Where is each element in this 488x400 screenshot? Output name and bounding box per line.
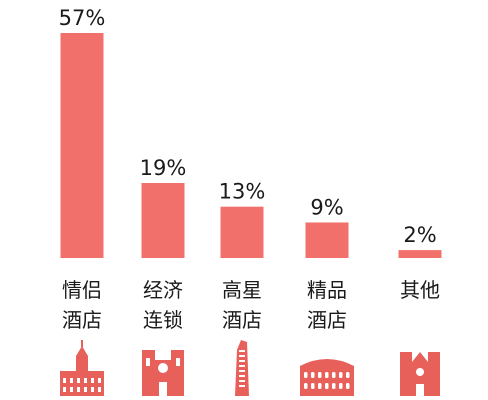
category-label-1-line-1: 情侣 xyxy=(62,278,102,302)
category-label-3-line-2: 酒店 xyxy=(222,308,262,332)
bar-5 xyxy=(398,250,442,258)
tower-icon xyxy=(235,340,249,396)
category-label-3-line-1: 高星 xyxy=(222,278,262,302)
category-label-4-line-1: 精品 xyxy=(307,278,347,302)
bar-4 xyxy=(305,222,349,258)
landmark-icons-group xyxy=(60,340,440,396)
church-icon xyxy=(400,352,440,396)
value-label-3: 13% xyxy=(219,180,266,204)
bar-1 xyxy=(60,33,104,258)
cathedral-icon xyxy=(142,350,184,396)
value-label-1: 57% xyxy=(59,6,106,30)
bar-3 xyxy=(220,206,264,258)
value-label-5: 2% xyxy=(403,223,436,247)
bar-2 xyxy=(141,183,185,258)
value-label-2: 19% xyxy=(140,156,187,180)
colosseum-icon xyxy=(300,359,354,396)
category-label-2-line-2: 连锁 xyxy=(143,308,183,332)
category-label-2-line-1: 经济 xyxy=(143,278,183,302)
bars-group xyxy=(60,33,442,258)
building-icon xyxy=(60,340,104,396)
category-label-4-line-2: 酒店 xyxy=(307,308,347,332)
value-label-4: 9% xyxy=(310,195,343,219)
category-label-5-line-1: 其他 xyxy=(400,278,440,302)
value-labels-group: 57% 19% 13% 9% 2% xyxy=(59,6,437,247)
category-label-1-line-2: 酒店 xyxy=(62,308,102,332)
